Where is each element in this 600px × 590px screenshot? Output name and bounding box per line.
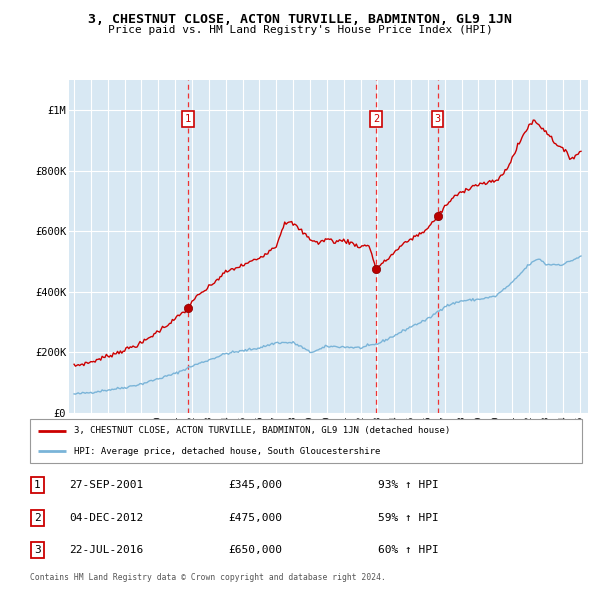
Text: 1: 1 (185, 114, 191, 124)
Text: £650,000: £650,000 (228, 545, 282, 555)
Text: 3, CHESTNUT CLOSE, ACTON TURVILLE, BADMINTON, GL9 1JN: 3, CHESTNUT CLOSE, ACTON TURVILLE, BADMI… (88, 13, 512, 26)
Text: 22-JUL-2016: 22-JUL-2016 (69, 545, 143, 555)
Text: 3: 3 (34, 545, 41, 555)
Text: Contains HM Land Registry data © Crown copyright and database right 2024.: Contains HM Land Registry data © Crown c… (30, 573, 386, 582)
Text: Price paid vs. HM Land Registry's House Price Index (HPI): Price paid vs. HM Land Registry's House … (107, 25, 493, 35)
Text: HPI: Average price, detached house, South Gloucestershire: HPI: Average price, detached house, Sout… (74, 447, 380, 455)
Text: 60% ↑ HPI: 60% ↑ HPI (378, 545, 439, 555)
Text: 04-DEC-2012: 04-DEC-2012 (69, 513, 143, 523)
Text: 1: 1 (34, 480, 41, 490)
Text: 27-SEP-2001: 27-SEP-2001 (69, 480, 143, 490)
Text: 3: 3 (434, 114, 441, 124)
Text: £345,000: £345,000 (228, 480, 282, 490)
Text: 3, CHESTNUT CLOSE, ACTON TURVILLE, BADMINTON, GL9 1JN (detached house): 3, CHESTNUT CLOSE, ACTON TURVILLE, BADMI… (74, 427, 451, 435)
Text: 93% ↑ HPI: 93% ↑ HPI (378, 480, 439, 490)
Text: £475,000: £475,000 (228, 513, 282, 523)
Text: 2: 2 (34, 513, 41, 523)
Text: 2: 2 (373, 114, 379, 124)
FancyBboxPatch shape (30, 419, 582, 463)
Text: 59% ↑ HPI: 59% ↑ HPI (378, 513, 439, 523)
